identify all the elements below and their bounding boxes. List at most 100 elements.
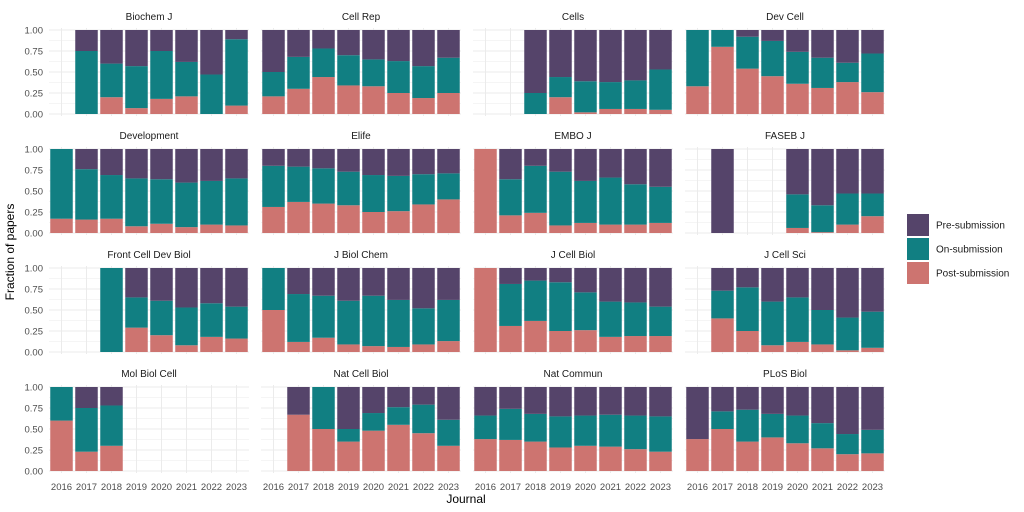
- bar-post-submission: [649, 451, 672, 471]
- bar-post-submission: [387, 346, 410, 352]
- bar-on-submission: [599, 82, 622, 109]
- bar-pre-submission: [125, 268, 148, 298]
- bar-on-submission: [50, 149, 73, 219]
- bar-on-submission: [362, 295, 385, 347]
- bar-pre-submission: [836, 149, 859, 194]
- bar-on-submission: [786, 51, 809, 84]
- bar-post-submission: [437, 93, 460, 114]
- bar-pre-submission: [200, 149, 223, 181]
- x-tick-label: 2017: [712, 482, 733, 493]
- bar-pre-submission: [225, 149, 248, 179]
- bar-on-submission: [599, 301, 622, 337]
- bar-post-submission: [736, 441, 759, 471]
- bar-pre-submission: [811, 30, 834, 58]
- bar-on-submission: [412, 174, 435, 205]
- bar-on-submission: [811, 310, 834, 345]
- x-tick-label: 2021: [176, 482, 197, 493]
- y-tick-label: 0.00: [25, 110, 44, 121]
- bar-post-submission: [499, 439, 522, 471]
- bar-post-submission: [474, 439, 497, 471]
- bar-on-submission: [499, 408, 522, 440]
- facet-panel: EMBO J: [473, 131, 673, 235]
- bar-on-submission: [225, 39, 248, 106]
- bar-pre-submission: [599, 30, 622, 83]
- x-tick-label: 2020: [363, 482, 384, 493]
- x-tick-label: 2016: [51, 482, 72, 493]
- bar-pre-submission: [574, 268, 597, 293]
- x-tick-label: 2021: [388, 482, 409, 493]
- bar-post-submission: [786, 443, 809, 471]
- bar-post-submission: [150, 223, 173, 233]
- x-tick-label: 2020: [787, 482, 808, 493]
- bar-pre-submission: [624, 268, 647, 303]
- bar-on-submission: [337, 55, 360, 86]
- bar-pre-submission: [811, 268, 834, 310]
- bar-post-submission: [836, 82, 859, 114]
- bar-pre-submission: [387, 30, 410, 62]
- y-tick-label: 0.25: [25, 89, 44, 100]
- bar-post-submission: [761, 345, 784, 352]
- bar-post-submission: [474, 149, 497, 233]
- x-tick-label: 2022: [625, 482, 646, 493]
- legend: Pre-submission On-submission Post-submissi…: [907, 214, 1009, 284]
- bar-post-submission: [312, 337, 335, 352]
- bar-pre-submission: [362, 30, 385, 60]
- bar-pre-submission: [312, 268, 335, 296]
- bar-on-submission: [811, 423, 834, 449]
- bar-pre-submission: [200, 30, 223, 75]
- bar-pre-submission: [337, 268, 360, 301]
- facet-title: Biochem J: [126, 12, 173, 23]
- bar-on-submission: [836, 62, 859, 83]
- bar-pre-submission: [100, 30, 123, 64]
- bar-on-submission: [736, 409, 759, 442]
- bar-post-submission: [499, 325, 522, 352]
- bar-post-submission: [624, 108, 647, 114]
- bar-on-submission: [524, 280, 547, 321]
- bar-post-submission: [125, 327, 148, 352]
- bar-post-submission: [437, 199, 460, 233]
- bar-pre-submission: [599, 149, 622, 178]
- bar-pre-submission: [337, 30, 360, 56]
- bar-pre-submission: [861, 149, 884, 194]
- bar-post-submission: [711, 46, 734, 114]
- x-tick-label: 2022: [837, 482, 858, 493]
- bar-on-submission: [125, 66, 148, 109]
- bar-on-submission: [262, 165, 285, 207]
- bar-post-submission: [736, 68, 759, 114]
- bar-pre-submission: [624, 30, 647, 81]
- y-tick-label: 0.50: [25, 425, 44, 436]
- bar-pre-submission: [175, 149, 198, 183]
- bar-post-submission: [337, 85, 360, 114]
- bar-post-submission: [362, 212, 385, 233]
- bar-post-submission: [599, 336, 622, 352]
- bar-on-submission: [150, 300, 173, 336]
- bar-post-submission: [549, 225, 572, 233]
- bar-on-submission: [125, 297, 148, 328]
- bar-on-submission: [362, 413, 385, 431]
- x-tick-label: 2017: [288, 482, 309, 493]
- bar-on-submission: [337, 171, 360, 206]
- bar-on-submission: [686, 30, 709, 87]
- bar-post-submission: [75, 219, 98, 233]
- facet-title: J Cell Sci: [764, 250, 806, 261]
- facet-panel: PLoS Biol 2016 2017 2018 2019 2020 2021 2022 202…: [685, 369, 885, 493]
- bar-pre-submission: [649, 387, 672, 417]
- bar-pre-submission: [861, 387, 884, 430]
- bar-pre-submission: [599, 268, 622, 302]
- x-tick-label: 2022: [201, 482, 222, 493]
- bar-on-submission: [362, 175, 385, 212]
- facet-panel: J Cell Sci: [685, 250, 885, 354]
- bar-pre-submission: [786, 149, 809, 195]
- bar-pre-submission: [736, 268, 759, 288]
- facet-title: Dev Cell: [766, 12, 804, 23]
- bar-on-submission: [761, 301, 784, 346]
- facet-panel: Cell Rep: [261, 12, 461, 116]
- bar-on-submission: [524, 93, 547, 114]
- bar-post-submission: [150, 98, 173, 114]
- bar-post-submission: [175, 96, 198, 114]
- bar-pre-submission: [649, 30, 672, 70]
- bar-pre-submission: [811, 387, 834, 424]
- x-tick-label: 2020: [151, 482, 172, 493]
- facet-title: Cell Rep: [342, 12, 381, 23]
- bar-post-submission: [312, 203, 335, 233]
